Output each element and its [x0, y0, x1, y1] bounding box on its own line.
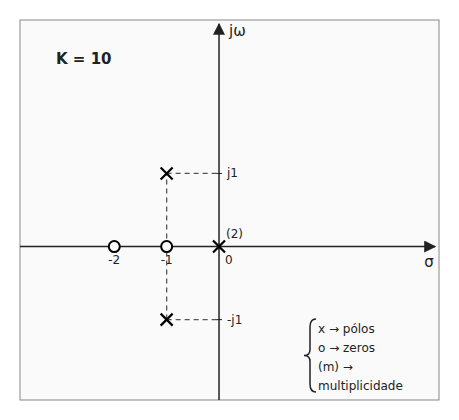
- title: K = 10: [56, 50, 112, 68]
- guide-line: [167, 173, 219, 174]
- y-tick-label: j1: [226, 166, 238, 180]
- plot-frame: [20, 20, 439, 400]
- legend-entry: multiplicidade: [318, 379, 403, 393]
- y-tick: [216, 173, 222, 174]
- pole: [161, 167, 173, 179]
- x-tick-label: -2: [108, 253, 120, 267]
- pole: [213, 241, 225, 253]
- y-axis: [218, 24, 220, 400]
- x-tick-label: 0: [225, 253, 233, 267]
- x-axis-label: σ: [424, 253, 434, 271]
- marks: [109, 167, 225, 325]
- y-axis-label: jω: [228, 22, 246, 40]
- legend: x → pólos o → zeros (m) → multiplicidade: [304, 319, 403, 393]
- x-axis: [20, 246, 435, 248]
- legend-brace: [304, 319, 316, 392]
- pole: [161, 314, 173, 326]
- zero: [161, 241, 172, 252]
- legend-entry: o → zeros: [318, 341, 375, 355]
- y-tick: [216, 319, 222, 320]
- legend-entry: (m) →: [318, 360, 353, 374]
- zero: [109, 241, 120, 252]
- annotation: (2): [226, 227, 243, 241]
- y-tick-label: -j1: [227, 313, 242, 327]
- legend-entry: x → pólos: [318, 322, 375, 336]
- chart: σjωK = 10-2-10j1-j1(2)x → póloso → zeros…: [0, 0, 459, 420]
- guide-line: [167, 319, 219, 320]
